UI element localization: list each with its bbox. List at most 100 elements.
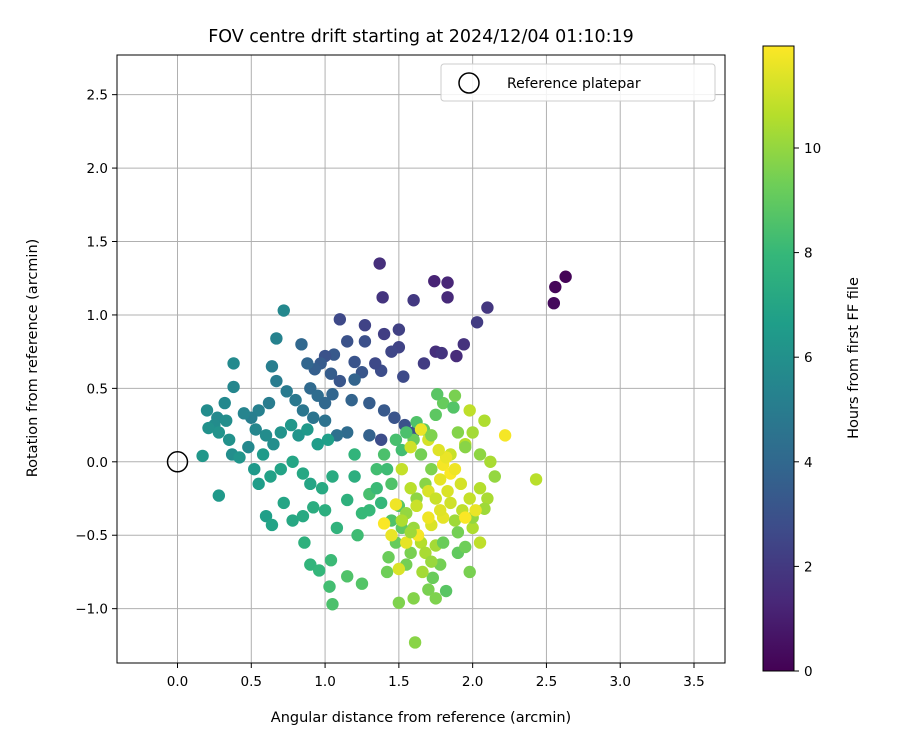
scatter-point (377, 448, 391, 461)
scatter-point (404, 440, 417, 454)
scatter-point (451, 426, 465, 439)
colorbar-frame (762, 45, 795, 672)
scatter-point (459, 540, 472, 554)
scatter-point (459, 440, 472, 454)
y-tick-label: −0.5 (75, 528, 108, 544)
scatter-point (425, 462, 438, 476)
scatter-point (289, 393, 302, 407)
scatter-point (441, 484, 454, 498)
scatter-point (433, 504, 447, 517)
scatter-point (265, 360, 279, 373)
scatter-point (358, 335, 372, 348)
scatter-point (312, 564, 326, 577)
scatter-point (451, 526, 465, 539)
legend-entry-label: Reference platepar (507, 76, 641, 92)
scatter-point (222, 433, 236, 446)
scatter-point (436, 536, 450, 549)
scatter-point (429, 592, 442, 605)
scatter-point (447, 401, 460, 414)
scatter-point (292, 429, 305, 442)
scatter-point (296, 509, 310, 523)
scatter-point (318, 396, 332, 410)
scatter-point (388, 411, 401, 424)
scatter-point (469, 504, 482, 517)
colorbar-tick-label: 10 (804, 141, 821, 157)
scatter-point (202, 421, 215, 435)
scatter-point (380, 565, 394, 579)
scatter-point (385, 477, 398, 491)
scatter-point (326, 470, 339, 483)
scatter-point (429, 408, 442, 422)
scatter-point (466, 426, 479, 439)
y-axis-label: Rotation from reference (arcmin) (25, 239, 41, 478)
x-tick-label: 3.0 (609, 674, 630, 690)
scatter-point (264, 470, 277, 483)
scatter-point (473, 482, 487, 495)
scatter-point (404, 546, 417, 560)
scatter-point (404, 482, 417, 495)
scatter-point (389, 498, 403, 511)
y-tick-label: 2.5 (87, 88, 108, 104)
scatter-point (435, 346, 448, 360)
scatter-point (345, 393, 358, 407)
scatter-point (422, 583, 435, 596)
scatter-point (351, 529, 364, 542)
colorbar-tick-label: 4 (804, 455, 813, 471)
scatter-point (369, 357, 382, 370)
y-tick-label: 2.0 (87, 161, 108, 177)
scatter-point (233, 451, 246, 464)
scatter-point (559, 270, 572, 283)
scatter-point (363, 396, 376, 410)
scatter-point (326, 388, 339, 401)
scatter-point (407, 294, 420, 307)
scatter-point (389, 433, 403, 446)
scatter-point (218, 396, 231, 410)
scatter-point (448, 514, 462, 527)
scatter-point (392, 596, 406, 609)
scatter-point (321, 433, 335, 446)
scatter-point (441, 291, 454, 304)
scatter-point (265, 518, 279, 532)
scatter-point (259, 509, 273, 523)
scatter-point (549, 280, 562, 294)
scatter-point (341, 335, 354, 348)
scatter-point (377, 404, 391, 417)
scatter-point (355, 577, 369, 590)
scatter-point (267, 437, 280, 451)
scatter-point (318, 504, 332, 517)
scatter-point (237, 407, 251, 420)
x-tick-label: 1.5 (388, 674, 409, 690)
x-tick-label: 1.0 (314, 674, 335, 690)
scatter-point (422, 511, 435, 524)
scatter-point (448, 462, 462, 476)
scatter-point (270, 332, 283, 345)
scatter-point (473, 448, 487, 461)
scatter-point (407, 592, 420, 605)
scatter-point (400, 426, 413, 439)
scatter-point (200, 404, 214, 417)
scatter-point (441, 276, 454, 289)
scatter-point (341, 570, 354, 583)
x-tick-label: 0.0 (167, 674, 188, 690)
colorbar: 0 2 4 6 8 10 (762, 45, 821, 680)
scatter-point (274, 462, 288, 476)
colorbar-tick-label: 8 (804, 246, 813, 262)
scatter-point (374, 496, 388, 510)
scatter-point (481, 492, 494, 505)
scatter-point (242, 440, 255, 454)
scatter-point (333, 374, 347, 388)
scatter-point (385, 345, 398, 358)
scatter-point (382, 551, 395, 564)
scatter-point (248, 462, 261, 476)
scatter-point (416, 565, 429, 579)
scatter-point (385, 529, 398, 542)
scatter-point (450, 349, 463, 363)
scatter-point (304, 558, 317, 571)
scatter-point (326, 598, 339, 611)
scatter-point (392, 323, 406, 336)
scatter-point (370, 462, 383, 476)
scatter-point (400, 536, 413, 549)
scatter-point (547, 296, 561, 310)
scatter-point (426, 571, 440, 585)
